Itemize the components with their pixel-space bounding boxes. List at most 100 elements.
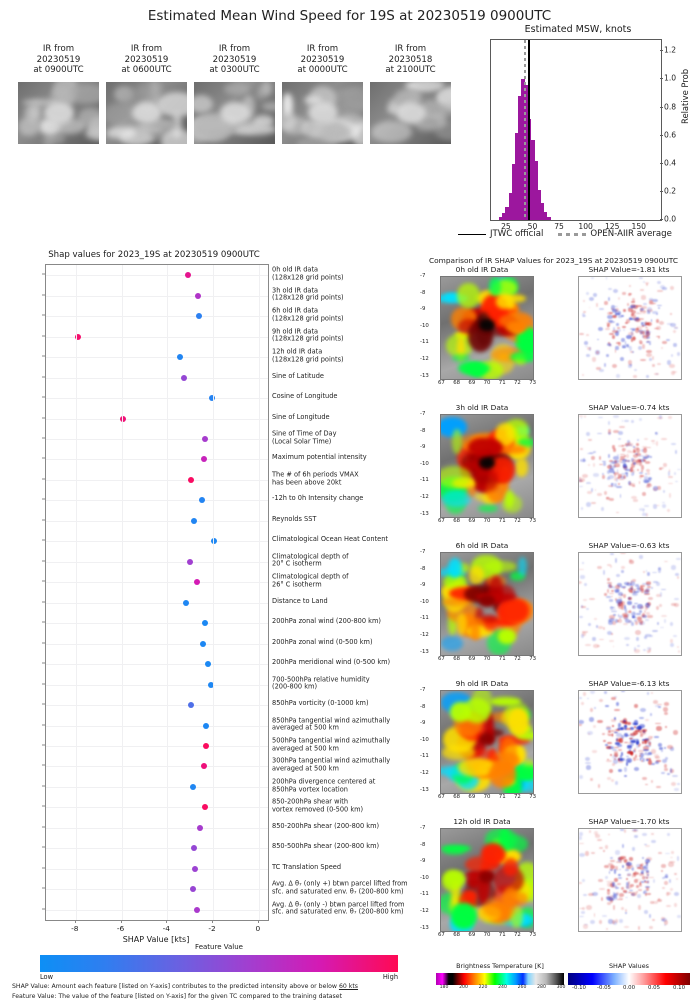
shap-pixel bbox=[644, 783, 649, 786]
shap-point bbox=[200, 640, 207, 647]
shap-pixel bbox=[609, 895, 615, 899]
shap-pixel bbox=[629, 318, 635, 320]
ir-thumbnail: IR from 20230519 at 0600UTC bbox=[106, 44, 187, 194]
ir-image bbox=[440, 690, 534, 794]
shap-pixel bbox=[626, 761, 629, 767]
shap-pixel bbox=[632, 297, 636, 302]
shap-pixel bbox=[580, 417, 583, 420]
gridline bbox=[46, 725, 268, 727]
shap-pixel bbox=[626, 881, 629, 886]
shap-pixel bbox=[611, 363, 617, 369]
ir-lon-tick: 73 bbox=[529, 518, 537, 524]
shap-pixel bbox=[617, 311, 622, 315]
histogram-bar bbox=[537, 190, 541, 220]
shap-pixel bbox=[585, 905, 592, 910]
shap-pixel bbox=[629, 558, 632, 563]
shap-pixel bbox=[620, 455, 625, 459]
shap-pixel bbox=[615, 887, 620, 889]
shap-pixel bbox=[588, 732, 591, 736]
shap-pixel bbox=[592, 451, 596, 454]
shap-pixel bbox=[651, 439, 656, 442]
shap-pixel bbox=[620, 754, 623, 759]
ir-cloud-blob bbox=[510, 571, 526, 582]
shap-pixel bbox=[644, 864, 649, 869]
gridline bbox=[46, 336, 268, 338]
ir-thumbnail-image bbox=[194, 82, 275, 144]
shap-pixel bbox=[633, 704, 638, 709]
shap-pixel bbox=[614, 728, 618, 734]
shap-pixel bbox=[609, 868, 613, 870]
shap-pixel bbox=[661, 863, 666, 868]
shap-pixel bbox=[633, 447, 640, 451]
ir-lon-tick: 72 bbox=[514, 794, 521, 800]
shap-pixel bbox=[642, 512, 647, 517]
shap-pixel bbox=[646, 862, 649, 866]
shap-pixel bbox=[626, 643, 629, 647]
shap-pixel bbox=[639, 459, 641, 462]
shap-pixel bbox=[612, 892, 616, 895]
shap-pixel bbox=[657, 417, 663, 420]
shap-pixel bbox=[622, 593, 626, 598]
shap-pixel bbox=[647, 647, 651, 650]
shap-feature-description: 300hPa tangential wind azimuthally avera… bbox=[272, 756, 391, 773]
shap-pixel bbox=[631, 303, 636, 307]
shap-pixel bbox=[646, 880, 649, 885]
shap-pixel bbox=[652, 363, 656, 368]
shap-pixel bbox=[666, 323, 673, 325]
shap-point bbox=[203, 743, 210, 750]
shap-pixel bbox=[622, 613, 628, 617]
shap-heatmap bbox=[578, 690, 682, 794]
shap-pixel bbox=[644, 890, 647, 894]
shap-pixel bbox=[618, 431, 624, 435]
histogram-plot-area bbox=[490, 39, 662, 221]
shap-pixel bbox=[618, 444, 624, 448]
shap-pixel bbox=[615, 860, 621, 863]
shap-pixel bbox=[646, 321, 652, 327]
shap-pixel bbox=[636, 604, 643, 609]
shap-pixel bbox=[647, 601, 652, 606]
shap-pixel bbox=[611, 483, 614, 485]
shap-pixel bbox=[622, 463, 628, 469]
shap-pixel bbox=[650, 318, 653, 323]
shap-pixel bbox=[654, 372, 660, 375]
shap-pixel bbox=[641, 869, 644, 874]
gridline bbox=[46, 418, 268, 420]
shap-pixel bbox=[616, 891, 619, 895]
shap-pixel bbox=[659, 285, 665, 290]
shap-pixel bbox=[607, 582, 613, 585]
shap-plot-area bbox=[45, 264, 269, 921]
shap-pixel bbox=[579, 723, 583, 726]
shap-pixel bbox=[613, 415, 620, 418]
shap-pixel bbox=[615, 755, 618, 757]
shap-pixel bbox=[631, 329, 636, 331]
shap-pixel bbox=[641, 492, 647, 497]
ir-cloud-blob bbox=[441, 745, 476, 760]
shap-pixel bbox=[669, 747, 675, 751]
ir-thumbnail-strip: IR from 20230519 at 0900UTC IR from 20230… bbox=[18, 44, 458, 194]
ir-cloud-blob bbox=[451, 880, 461, 908]
shap-pixel bbox=[646, 341, 650, 343]
shap-pixel bbox=[645, 874, 649, 878]
shap-pixel bbox=[656, 280, 662, 285]
shap-pixel bbox=[618, 478, 624, 481]
shap-pixel bbox=[616, 485, 622, 488]
shap-pixel bbox=[627, 442, 631, 447]
ir-cloud-blob bbox=[514, 353, 533, 362]
shap-pixel bbox=[610, 633, 613, 635]
shap-pixel bbox=[644, 438, 649, 441]
shap-pixel bbox=[647, 859, 651, 863]
ir-lon-tick: 68 bbox=[453, 380, 461, 386]
shap-pixel bbox=[613, 484, 618, 487]
shap-pixel bbox=[633, 646, 636, 652]
ir-lon-tick: 69 bbox=[468, 794, 476, 800]
shap-pixel bbox=[673, 343, 677, 348]
shap-pixel bbox=[620, 735, 624, 739]
shap-pixel bbox=[618, 873, 622, 877]
shap-pixel bbox=[615, 345, 619, 350]
shap-pixel bbox=[589, 451, 595, 454]
shap-pixel bbox=[649, 298, 653, 301]
shap-pixel bbox=[590, 501, 596, 504]
shap-pixel bbox=[638, 883, 642, 887]
shap-pixel bbox=[636, 585, 640, 591]
shap-pixel bbox=[607, 288, 612, 291]
